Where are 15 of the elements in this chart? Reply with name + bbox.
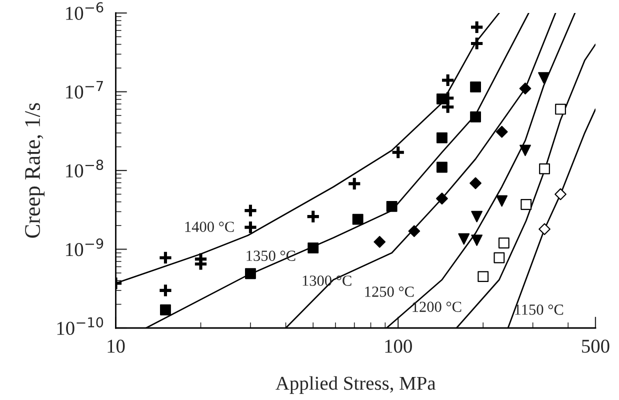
- y-tick-label: 10$^{−8}$: [66, 160, 104, 178]
- annotation: 1300 °C: [302, 276, 352, 286]
- annotation: 1250 °C: [365, 286, 414, 297]
- annotation: 1150 °C: [515, 304, 564, 315]
- annotation: 1400 °C: [185, 222, 234, 232]
- y-tick-label: 10$^{−6}$: [66, 2, 104, 20]
- y-tick-label: 10$^{−7}$: [66, 81, 103, 99]
- x-axis-title: Applied Stress, MPa: [276, 376, 436, 394]
- y-tick-label: 10$^{−10}$: [57, 317, 104, 335]
- x-tick-label: 500: [582, 340, 610, 353]
- annotation: 1200 °C: [412, 302, 462, 312]
- y-axis-title: Creep Rate, 1/s: [25, 103, 45, 238]
- x-tick-label: 10: [108, 340, 125, 353]
- x-tick-label: 100: [385, 340, 412, 353]
- y-tick-label: 10$^{−9}$: [66, 238, 104, 256]
